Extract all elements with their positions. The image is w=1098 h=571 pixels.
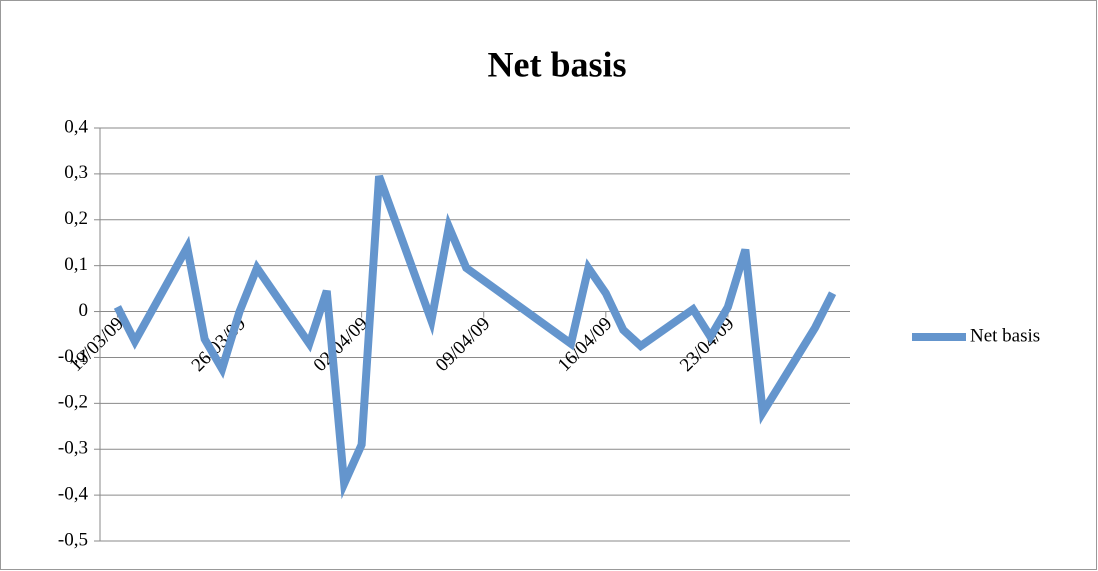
y-tick-label: 0,4 <box>64 116 88 137</box>
y-tick-label: -0,2 <box>58 392 88 413</box>
y-tick-label: 0,2 <box>64 208 88 229</box>
y-tick-label: -0,4 <box>58 483 89 504</box>
y-tick-label: -0,3 <box>58 438 88 459</box>
y-tick-label: -0,5 <box>58 529 88 550</box>
y-tick-label: -0,1 <box>58 346 88 367</box>
data-line <box>113 174 837 500</box>
legend-label: Net basis <box>970 325 1040 346</box>
y-tick-label: 0,1 <box>64 254 88 275</box>
y-tick-label: 0 <box>79 300 89 321</box>
chart-title: Net basis <box>487 44 626 84</box>
y-tick-label: 0,3 <box>64 162 88 183</box>
